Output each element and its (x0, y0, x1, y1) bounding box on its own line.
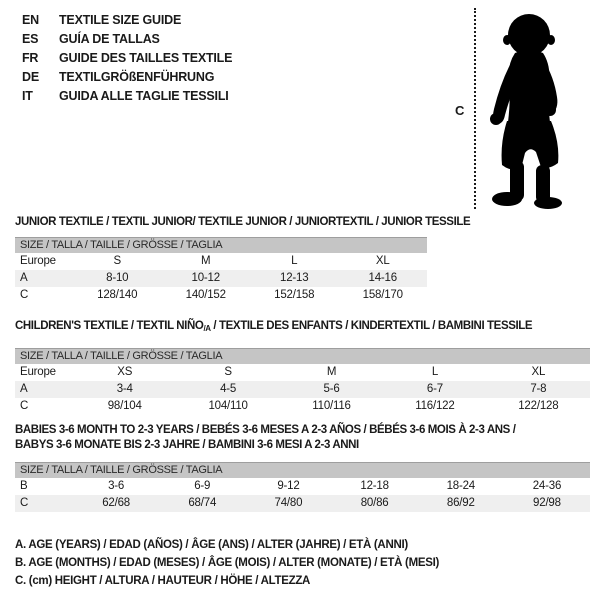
table-row-age: A 8-10 10-12 12-13 14-16 (15, 270, 427, 287)
age-cell: 24-36 (532, 480, 562, 492)
age-cell: 3-6 (108, 480, 125, 492)
height-dotted-line (474, 8, 476, 209)
height-cell: 152/158 (274, 289, 315, 301)
row-label: B (20, 480, 28, 492)
age-cell: 5-6 (323, 383, 340, 395)
height-cell: 140/152 (185, 289, 226, 301)
height-cell: 74/80 (274, 497, 303, 509)
babies-section-heading: BABIES 3-6 MONTH TO 2-3 YEARS / BEBÉS 3-… (15, 423, 516, 453)
age-cell: 6-7 (426, 383, 443, 395)
lang-row-fr: FR GUIDE DES TAILLES TEXTILE (22, 49, 232, 68)
legend-line-b: B. AGE (MONTHS) / EDAD (MESES) / ÂGE (MO… (15, 557, 440, 569)
height-cell: 116/122 (415, 400, 455, 412)
height-cell: 68/74 (188, 497, 217, 509)
table-row-height: C 128/140 140/152 152/158 158/170 (15, 287, 427, 304)
babies-size-table: SIZE / TALLA / TAILLE / GRÖSSE / TAGLIA … (15, 462, 590, 512)
height-cell: 158/170 (362, 289, 403, 301)
size-cell: XS (117, 366, 133, 378)
children-heading-post: / TEXTILE DES ENFANTS / KINDERTEXTIL / B… (210, 320, 533, 332)
table-row-europe: Europe S M L XL (15, 253, 427, 270)
lang-row-it: IT GUIDA ALLE TAGLIE TESSILI (22, 87, 232, 106)
row-label: Europe (20, 366, 56, 378)
size-cell: S (113, 255, 122, 267)
size-cell: M (201, 255, 211, 267)
height-cell: 80/86 (360, 497, 389, 509)
age-cell: 10-12 (191, 272, 221, 284)
age-cell: 12-18 (360, 480, 389, 492)
lang-row-es: ES GUÍA DE TALLAS (22, 30, 232, 49)
height-cell: 122/128 (518, 400, 559, 412)
lang-title: GUIDA ALLE TAGLIE TESSILI (59, 89, 229, 103)
lang-title: TEXTILE SIZE GUIDE (59, 13, 182, 27)
height-cell: 62/68 (102, 497, 130, 509)
height-cell: 128/140 (97, 289, 138, 301)
lang-code: EN (22, 13, 39, 27)
table-row-height: C 62/68 68/74 74/80 80/86 86/92 92/98 (15, 495, 590, 512)
height-label-c: C (455, 103, 465, 118)
table-row-europe: Europe XS S M L XL (15, 364, 590, 381)
row-label: C (20, 289, 29, 301)
height-cell: 104/110 (208, 400, 248, 412)
age-cell: 8-10 (106, 272, 129, 284)
height-cell: 86/92 (446, 497, 475, 509)
height-cell: 110/116 (312, 400, 351, 412)
row-label: A (20, 383, 28, 395)
measurement-legend: A. AGE (YEARS) / EDAD (AÑOS) / ÂGE (ANS)… (15, 536, 439, 590)
lang-row-en: EN TEXTILE SIZE GUIDE (22, 11, 232, 30)
junior-section-heading: JUNIOR TEXTILE / TEXTIL JUNIOR/ TEXTILE … (15, 216, 471, 228)
legend-line-a: A. AGE (YEARS) / EDAD (AÑOS) / ÂGE (ANS)… (15, 539, 408, 551)
table-row-height: C 98/104 104/110 110/116 116/122 122/128 (15, 398, 590, 415)
size-cell: L (291, 255, 298, 267)
legend-line-c: C. (cm) HEIGHT / ALTURA / HAUTEUR / HÖHE… (15, 575, 311, 587)
size-cell: S (224, 366, 232, 378)
language-title-list: EN TEXTILE SIZE GUIDE ES GUÍA DE TALLAS … (22, 11, 232, 106)
baby-silhouette-icon (490, 14, 562, 209)
size-header-bar: SIZE / TALLA / TAILLE / GRÖSSE / TAGLIA (15, 348, 590, 364)
height-cell: 92/98 (533, 497, 561, 509)
lang-code: DE (22, 70, 39, 84)
size-cell: XL (531, 366, 546, 378)
lang-row-de: DE TEXTILGRÖßENFÜHRUNG (22, 68, 232, 87)
size-header-bar: SIZE / TALLA / TAILLE / GRÖSSE / TAGLIA (15, 237, 427, 253)
junior-size-table: SIZE / TALLA / TAILLE / GRÖSSE / TAGLIA … (15, 237, 427, 304)
age-cell: 14-16 (368, 272, 398, 284)
lang-title: TEXTILGRÖßENFÜHRUNG (59, 70, 215, 84)
age-cell: 6-9 (194, 480, 211, 492)
row-label: Europe (20, 255, 56, 267)
table-row-age-months: B 3-6 6-9 9-12 12-18 18-24 24-36 (15, 478, 590, 495)
children-heading-pre: CHILDREN'S TEXTILE / TEXTIL NIÑO (15, 320, 204, 332)
row-label: C (20, 497, 29, 509)
lang-code: ES (22, 32, 39, 46)
children-heading-sub: /A (203, 324, 211, 333)
age-cell: 3-4 (116, 383, 133, 395)
children-section-heading: CHILDREN'S TEXTILE / TEXTIL NIÑO/A / TEX… (15, 319, 533, 336)
children-size-table: SIZE / TALLA / TAILLE / GRÖSSE / TAGLIA … (15, 348, 590, 415)
age-cell: 9-12 (277, 480, 300, 492)
size-cell: XL (375, 255, 390, 267)
height-cell: 98/104 (107, 400, 142, 412)
babies-heading-line1: BABIES 3-6 MONTH TO 2-3 YEARS / BEBÉS 3-… (15, 424, 516, 436)
row-label: C (20, 400, 29, 412)
lang-code: IT (22, 89, 33, 103)
row-label: A (20, 272, 28, 284)
age-cell: 7-8 (530, 383, 547, 395)
lang-title: GUIDE DES TAILLES TEXTILE (59, 51, 233, 65)
age-cell: 4-5 (220, 383, 237, 395)
size-cell: L (431, 366, 439, 378)
age-cell: 12-13 (280, 272, 309, 284)
lang-code: FR (22, 51, 39, 65)
table-row-age: A 3-4 4-5 5-6 6-7 7-8 (15, 381, 590, 398)
lang-title: GUÍA DE TALLAS (59, 32, 160, 46)
babies-heading-line2: BABYS 3-6 MONATE BIS 2-3 JAHRE / BAMBINI… (15, 439, 359, 451)
age-cell: 18-24 (446, 480, 476, 492)
size-header-bar: SIZE / TALLA / TAILLE / GRÖSSE / TAGLIA (15, 462, 590, 478)
size-cell: M (326, 366, 337, 378)
